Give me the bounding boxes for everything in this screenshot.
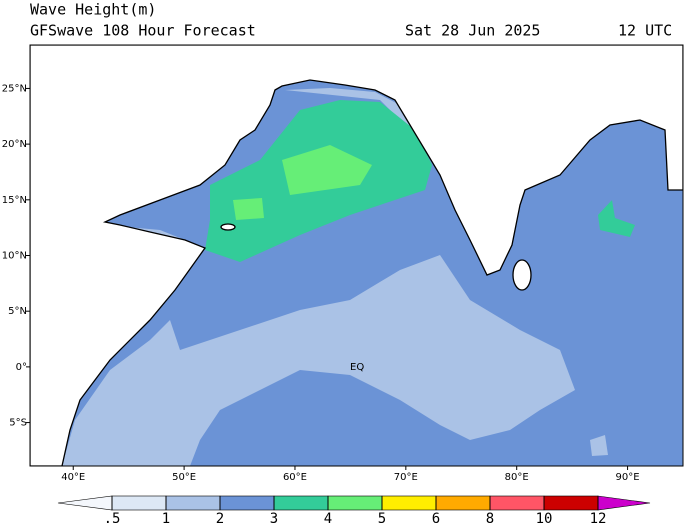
colorbar-bin [435,495,491,511]
colorbar-label: .5 [104,511,121,525]
land [30,45,683,466]
title: Wave Height(m) [30,1,156,19]
x-tick-label: 70°E [394,472,418,483]
x-tick-label: 80°E [505,472,529,483]
colorbar: .5 1 2 3 4 5 6 8 10 12 [57,495,651,525]
colorbar-bin [273,495,329,511]
colorbar-under [57,495,113,511]
colorbar-label: 1 [162,511,170,525]
socotra [220,223,236,231]
time: 12 UTC [618,22,672,40]
colorbar-label: 5 [378,511,386,525]
y-tick-label: 0° [16,362,27,373]
date: Sat 28 Jun 2025 [405,22,540,40]
light-wave-area [62,255,575,466]
colorbar-label: 12 [590,511,607,525]
x-tick-label: 90°E [616,472,640,483]
colorbar-bin [381,495,437,511]
colorbar-bin [543,495,599,511]
axes: 40°E 50°E 60°E 70°E 80°E 90°E 25°N 20°N 15°N 10°N… [2,83,640,483]
map: EQ [30,45,683,466]
sri-lanka [512,259,532,291]
x-tick-label: 50°E [172,472,196,483]
moderate-wave-area [598,200,635,237]
light-wave-area [590,435,608,456]
colorbar-over [597,495,651,511]
colorbar-bin [327,495,383,511]
y-tick-label: 15°N [2,195,27,206]
high-wave-area [233,198,264,220]
y-tick-label: 20°N [2,139,27,150]
y-tick-label: 5°S [9,418,27,429]
colorbar-bin [165,495,221,511]
colorbar-bin [219,495,275,511]
colorbar-label: 3 [270,511,278,525]
colorbar-bin [111,495,167,511]
equator-label: EQ [350,362,364,373]
x-tick-label: 40°E [61,472,85,483]
colorbar-label: 8 [486,511,494,525]
y-tick-label: 25°N [2,83,27,94]
colorbar-bin [489,495,545,511]
y-tick-label: 5°N [8,306,27,317]
colorbar-label: 6 [432,511,440,525]
y-tick-label: 10°N [2,251,27,262]
subtitle: GFSwave 108 Hour Forecast [30,22,256,40]
x-tick-label: 60°E [283,472,307,483]
colorbar-label: 4 [324,511,332,525]
high-wave-area [282,145,372,195]
colorbar-label: 10 [536,511,553,525]
colorbar-label: 2 [216,511,224,525]
